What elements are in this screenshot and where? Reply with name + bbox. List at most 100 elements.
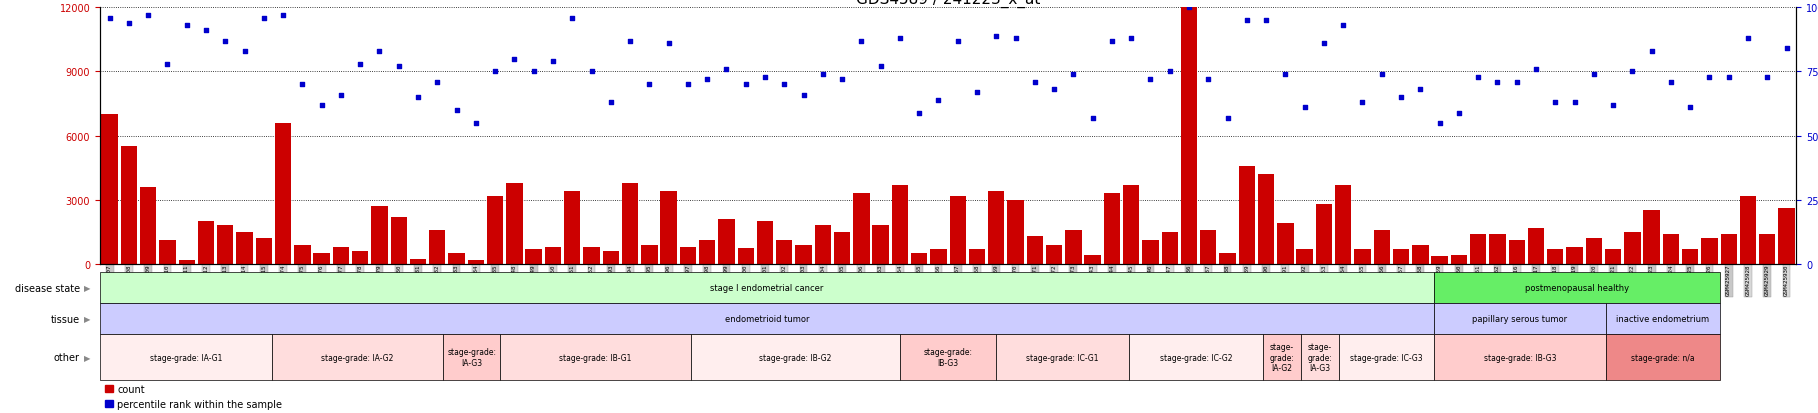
Bar — [931, 249, 947, 264]
Point — [1291, 105, 1320, 112]
Bar — [1720, 235, 1736, 264]
Bar — [449, 254, 465, 264]
Point — [135, 13, 164, 19]
Bar — [680, 247, 696, 264]
Text: postmenopausal healthy: postmenopausal healthy — [1525, 284, 1629, 292]
Point — [384, 64, 413, 71]
Point — [634, 82, 664, 88]
Point — [809, 71, 838, 78]
Text: stage-grade: IC-G3: stage-grade: IC-G3 — [1351, 353, 1423, 362]
Bar — [1547, 249, 1563, 264]
Point — [1598, 102, 1627, 109]
Point — [1676, 105, 1705, 112]
Bar — [1413, 245, 1429, 264]
Bar — [814, 226, 831, 264]
Bar — [505, 183, 522, 264]
Point — [751, 74, 780, 81]
Point — [1656, 79, 1685, 86]
Bar — [102, 115, 118, 264]
Point — [673, 82, 702, 88]
Point — [173, 23, 202, 29]
Text: tissue: tissue — [51, 314, 80, 324]
Bar — [467, 260, 484, 264]
Bar — [602, 252, 618, 264]
Point — [1194, 77, 1224, 83]
Point — [654, 41, 684, 47]
Point — [924, 97, 953, 104]
Bar — [1471, 235, 1487, 264]
Point — [1213, 115, 1242, 122]
Bar — [642, 245, 658, 264]
Point — [153, 61, 182, 68]
Bar — [660, 192, 676, 264]
Text: stage-grade:
IB-G3: stage-grade: IB-G3 — [924, 348, 973, 367]
Bar — [313, 254, 329, 264]
Point — [1387, 95, 1416, 101]
Point — [1580, 71, 1609, 78]
Bar — [622, 183, 638, 264]
Point — [95, 15, 124, 22]
Bar — [969, 249, 985, 264]
Point — [1540, 100, 1569, 106]
Point — [1618, 69, 1647, 76]
Point — [827, 77, 856, 83]
Bar — [1200, 230, 1216, 264]
Point — [1116, 36, 1145, 42]
Text: stage-
grade:
IA-G2: stage- grade: IA-G2 — [1269, 342, 1294, 372]
Bar — [1124, 185, 1140, 264]
Bar — [698, 241, 714, 264]
Bar — [873, 226, 889, 264]
Point — [191, 28, 220, 35]
Bar — [584, 247, 600, 264]
Bar — [987, 192, 1005, 264]
Point — [1329, 23, 1358, 29]
Point — [1136, 77, 1165, 83]
Point — [1098, 38, 1127, 45]
Point — [576, 69, 605, 76]
Text: stage I endometrial cancer: stage I endometrial cancer — [711, 284, 824, 292]
Point — [1309, 41, 1338, 47]
Bar — [1682, 249, 1698, 264]
Point — [713, 66, 742, 73]
Bar — [1182, 8, 1198, 264]
Point — [424, 79, 453, 86]
Bar — [891, 185, 909, 264]
Bar — [1489, 235, 1505, 264]
Point — [962, 90, 991, 96]
Point — [1483, 79, 1513, 86]
Text: other: other — [55, 352, 80, 362]
Bar — [429, 230, 445, 264]
Point — [365, 48, 395, 55]
Text: ▶: ▶ — [84, 315, 91, 323]
Point — [1251, 18, 1280, 24]
Bar — [1065, 230, 1082, 264]
Point — [944, 38, 973, 45]
Point — [404, 95, 433, 101]
Bar — [1142, 241, 1158, 264]
Point — [1560, 100, 1589, 106]
Bar — [120, 147, 136, 264]
Text: stage-grade: IA-G1: stage-grade: IA-G1 — [149, 353, 222, 362]
Bar — [1527, 228, 1543, 264]
Text: stage-grade: n/a: stage-grade: n/a — [1631, 353, 1694, 362]
Point — [500, 56, 529, 63]
Point — [307, 102, 336, 109]
Point — [480, 69, 509, 76]
Text: inactive endometrium: inactive endometrium — [1616, 315, 1709, 323]
Bar — [1007, 200, 1024, 264]
Bar — [275, 123, 291, 264]
Text: stage-grade: IC-G1: stage-grade: IC-G1 — [1025, 353, 1098, 362]
Point — [1020, 79, 1049, 86]
Point — [1078, 115, 1107, 122]
Text: stage-grade: IB-G2: stage-grade: IB-G2 — [760, 353, 833, 362]
Bar — [1296, 249, 1313, 264]
Bar — [1162, 232, 1178, 264]
Point — [462, 120, 491, 127]
Bar — [1258, 175, 1274, 264]
Point — [538, 59, 567, 65]
Bar — [949, 196, 965, 264]
Point — [1694, 74, 1723, 81]
Bar — [178, 260, 195, 264]
Point — [1367, 71, 1396, 78]
Point — [1002, 36, 1031, 42]
